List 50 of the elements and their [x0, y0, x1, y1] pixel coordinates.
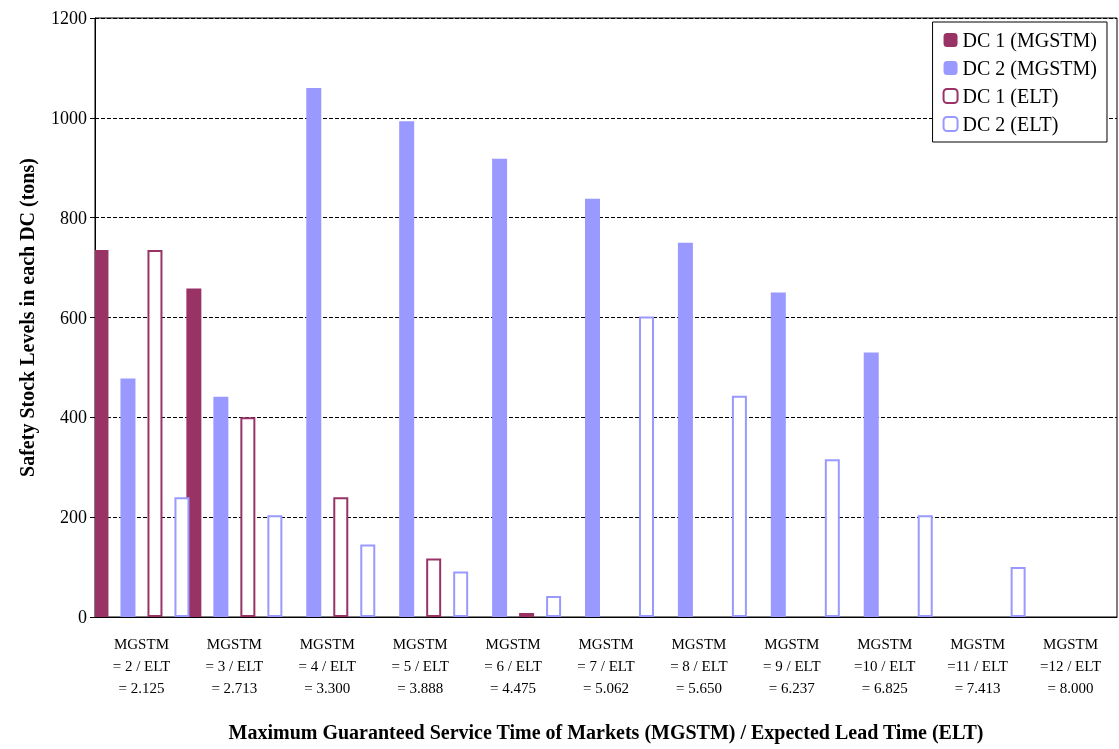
- bar: [492, 158, 508, 617]
- legend-label: DC 1 (MGSTM): [962, 29, 1097, 52]
- bar: [95, 250, 109, 617]
- x-axis-title: Maximum Guaranteed Service Time of Markets (MGSTM) / Expected Lead Time (ELT): [228, 721, 984, 744]
- legend-label: DC 1 (ELT): [962, 85, 1059, 108]
- bar: [585, 198, 600, 617]
- x-tick-label: MGSTM = 6 / ELT = 4.475: [484, 636, 542, 696]
- bar: [147, 250, 163, 617]
- bar: [120, 378, 136, 617]
- bar: [240, 417, 256, 617]
- x-tick-label: MGSTM = 5 / ELT = 3.888: [391, 636, 449, 696]
- y-tick-label: 400: [60, 407, 87, 428]
- bar: [306, 87, 322, 617]
- bar: [770, 292, 786, 617]
- bar: [863, 352, 879, 617]
- x-tick-label: MGSTM = 9 / ELT = 6.237: [763, 636, 821, 696]
- x-tick-label: MGSTM =12 / ELT = 8.000: [1039, 636, 1102, 696]
- bar: [731, 395, 747, 617]
- x-tick-label: MGSTM = 3 / ELT = 2.713: [205, 636, 264, 696]
- bar: [186, 288, 202, 617]
- bar: [1010, 567, 1026, 617]
- legend-label: DC 2 (MGSTM): [962, 57, 1097, 80]
- x-tick-label: MGSTM = 4 / ELT = 3.300: [298, 636, 357, 696]
- bar: [267, 515, 283, 617]
- y-tick-label: 200: [60, 507, 87, 528]
- bar: [426, 558, 442, 617]
- bar: [546, 596, 562, 617]
- bar: [453, 571, 469, 617]
- y-axis-title: Safety Stock Levels in each DC (tons): [16, 158, 39, 477]
- bar: [824, 459, 840, 617]
- x-tick-label: MGSTM = 7 / ELT = 5.062: [577, 636, 635, 696]
- bar: [677, 242, 693, 617]
- x-tick-label: MGSTM = 8 / ELT = 5.650: [670, 636, 728, 696]
- bar: [917, 515, 933, 617]
- y-tick-label: 0: [78, 607, 87, 627]
- y-tick-label: 1000: [51, 107, 87, 128]
- y-tick-label: 800: [60, 207, 87, 228]
- legend-label: DC 2 (ELT): [962, 113, 1059, 136]
- bar: [333, 497, 349, 617]
- bar: [360, 544, 376, 617]
- bar: [174, 497, 190, 617]
- bar: [519, 613, 535, 617]
- y-tick-label: 600: [60, 307, 87, 328]
- bar: [639, 316, 654, 617]
- x-tick-label: MGSTM =11 / ELT = 7.413: [947, 636, 1008, 696]
- bar: [399, 121, 415, 617]
- bar: [213, 396, 229, 617]
- x-tick-label: MGSTM = 2 / ELT = 2.125: [112, 636, 171, 696]
- y-tick-label: 1200: [51, 8, 87, 28]
- x-tick-label: MGSTM =10 / ELT = 6.825: [854, 636, 916, 696]
